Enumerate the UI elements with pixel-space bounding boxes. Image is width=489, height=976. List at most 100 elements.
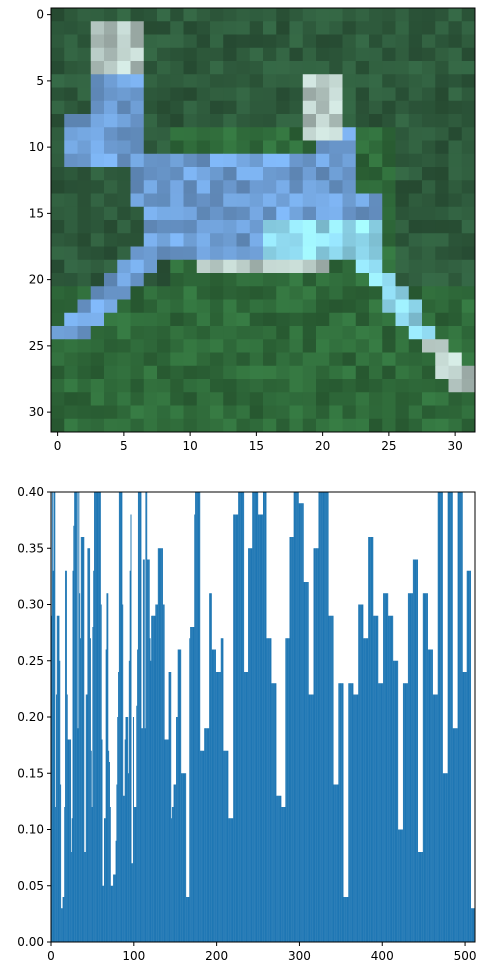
image-pixels: [51, 8, 476, 433]
image-pixel: [263, 180, 277, 194]
bar: [321, 492, 323, 942]
bar: [240, 492, 242, 942]
bar: [320, 492, 322, 942]
image-pixel: [143, 220, 158, 234]
image-pixel: [64, 365, 78, 380]
bar: [415, 559, 417, 942]
image-pixel: [355, 299, 370, 314]
image-pixel: [210, 220, 224, 234]
bar: [263, 492, 265, 942]
image-pixel: [143, 339, 158, 353]
image-pixel: [382, 114, 396, 128]
bar: [61, 908, 63, 942]
image-pixel: [316, 140, 330, 155]
image-pixel: [422, 21, 436, 35]
image-pixel: [64, 153, 78, 168]
bar: [458, 492, 460, 942]
image-pixel: [236, 259, 251, 274]
image-pixel: [117, 379, 131, 393]
bar: [74, 492, 76, 942]
bar: [408, 593, 410, 942]
bar: [284, 807, 286, 942]
image-pixel: [395, 405, 410, 420]
image-pixel: [369, 299, 383, 314]
image-pixel: [90, 100, 105, 115]
bar: [154, 615, 156, 942]
image-pixel: [289, 392, 304, 406]
image-pixel: [461, 153, 476, 168]
image-pixel: [316, 286, 330, 300]
image-pixel: [157, 206, 171, 221]
bar: [201, 750, 203, 942]
bar-chart-panel: 0 100 200 300 400 500 0.000.050.100.150.200.2…: [17, 485, 476, 963]
image-pixel: [90, 61, 105, 75]
image-pixel: [236, 74, 251, 88]
image-pixel: [408, 246, 423, 261]
image-pixel: [302, 299, 317, 314]
image-pixel: [104, 153, 118, 168]
bar: [185, 773, 187, 942]
bar: [332, 615, 334, 942]
image-pixel: [77, 74, 92, 88]
image-pixel: [130, 286, 145, 300]
image-pixel: [289, 299, 304, 314]
image-pixel: [435, 220, 449, 234]
bar: [282, 807, 284, 942]
bar: [452, 728, 454, 942]
image-pixel: [355, 326, 370, 340]
image-pixel: [90, 259, 105, 274]
image-pixel: [196, 312, 211, 327]
bar: [276, 795, 278, 942]
image-pixel: [64, 339, 78, 353]
bar: [253, 492, 255, 942]
image-pixel: [448, 180, 463, 194]
bar: [234, 514, 235, 942]
image-pixel: [461, 233, 476, 247]
image-pixel: [51, 392, 65, 406]
bar: [281, 807, 283, 942]
bar: [464, 672, 466, 942]
image-pixel: [104, 405, 118, 420]
bar: [289, 537, 291, 942]
image-pixel: [170, 8, 184, 22]
image-pixel: [157, 47, 171, 62]
image-pixel: [316, 100, 330, 115]
bar: [254, 492, 256, 942]
image-pixel: [342, 246, 357, 261]
image-pixel: [51, 286, 65, 300]
image-pixel: [157, 352, 171, 367]
image-pixel: [369, 273, 383, 287]
bar: [82, 537, 84, 942]
bar: [364, 638, 366, 942]
image-pixel: [183, 127, 198, 141]
bar: [413, 559, 415, 942]
image-pixel: [395, 74, 410, 88]
image-pixel: [157, 312, 171, 327]
image-pixel: [289, 8, 304, 22]
image-pixel: [51, 21, 65, 35]
bar-x-tick-label: 200: [205, 949, 228, 963]
bar: [268, 638, 270, 942]
image-pixel: [461, 180, 476, 194]
image-pixel: [276, 127, 290, 141]
bar: [454, 728, 456, 942]
image-pixel: [90, 220, 105, 234]
image-pixel: [223, 193, 237, 208]
bar: [163, 604, 165, 942]
bar: [67, 739, 69, 942]
image-pixel: [104, 167, 118, 181]
image-pixel: [461, 8, 476, 22]
bar: [170, 672, 172, 942]
image-pixel: [64, 180, 78, 194]
image-pixel: [249, 312, 264, 327]
image-pixel: [236, 233, 251, 247]
image-pixel: [302, 206, 317, 221]
bar: [147, 559, 149, 942]
image-pixel: [51, 339, 65, 353]
image-pixel: [263, 273, 277, 287]
bar: [108, 750, 110, 942]
image-pixel: [355, 206, 370, 221]
image-pixel: [249, 193, 264, 208]
image-pixel: [276, 312, 290, 327]
bar: [168, 672, 170, 942]
